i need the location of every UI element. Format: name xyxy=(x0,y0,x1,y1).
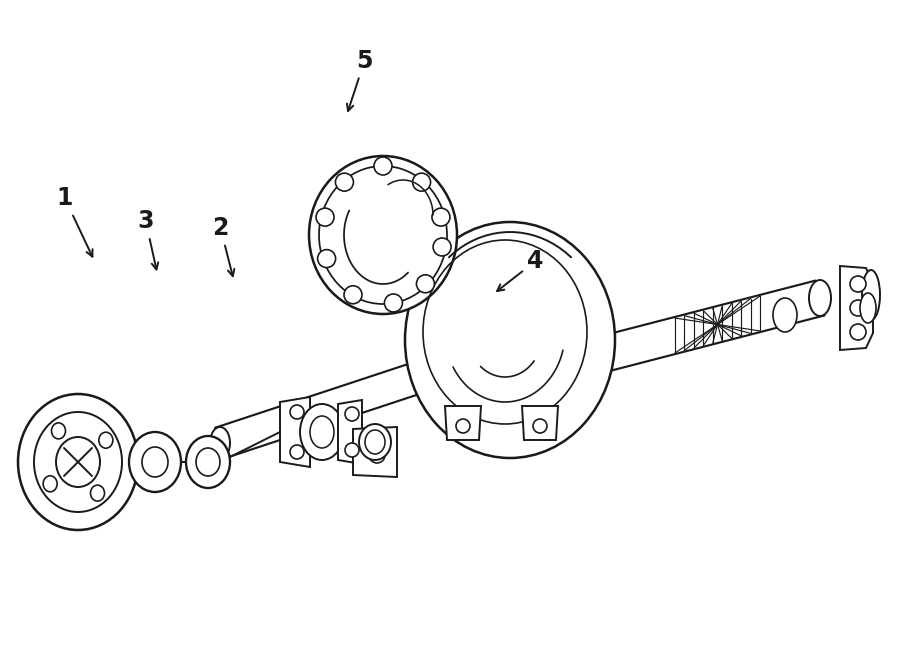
Ellipse shape xyxy=(405,222,615,458)
Ellipse shape xyxy=(210,427,230,459)
Ellipse shape xyxy=(359,424,391,460)
Ellipse shape xyxy=(129,432,181,492)
Text: 5: 5 xyxy=(347,49,373,111)
Circle shape xyxy=(345,407,359,421)
Text: 4: 4 xyxy=(497,249,544,291)
Circle shape xyxy=(384,294,402,312)
Polygon shape xyxy=(522,406,558,440)
Circle shape xyxy=(369,447,385,463)
Ellipse shape xyxy=(809,280,831,316)
Text: 1: 1 xyxy=(57,186,93,256)
Ellipse shape xyxy=(300,404,344,460)
Circle shape xyxy=(412,173,430,191)
Circle shape xyxy=(344,286,362,304)
Ellipse shape xyxy=(186,436,230,488)
Ellipse shape xyxy=(309,156,457,314)
Polygon shape xyxy=(280,397,310,467)
Polygon shape xyxy=(840,266,873,350)
Text: 3: 3 xyxy=(138,210,158,270)
Circle shape xyxy=(433,238,451,256)
Ellipse shape xyxy=(43,476,57,492)
Circle shape xyxy=(290,445,304,459)
Circle shape xyxy=(533,419,547,433)
Ellipse shape xyxy=(862,270,880,320)
Circle shape xyxy=(316,208,334,226)
Polygon shape xyxy=(445,406,481,440)
Circle shape xyxy=(417,275,435,293)
Ellipse shape xyxy=(99,432,112,448)
Circle shape xyxy=(374,157,392,175)
Circle shape xyxy=(456,419,470,433)
Ellipse shape xyxy=(56,437,100,487)
Circle shape xyxy=(850,300,866,316)
Circle shape xyxy=(432,208,450,226)
Circle shape xyxy=(290,405,304,419)
Circle shape xyxy=(345,443,359,457)
Circle shape xyxy=(850,276,866,292)
Ellipse shape xyxy=(18,394,138,530)
Ellipse shape xyxy=(860,293,876,323)
Circle shape xyxy=(850,324,866,340)
Ellipse shape xyxy=(91,485,104,501)
Polygon shape xyxy=(353,427,397,477)
Polygon shape xyxy=(338,400,362,464)
Circle shape xyxy=(318,250,336,268)
Text: 2: 2 xyxy=(212,216,234,276)
Circle shape xyxy=(336,173,354,191)
Ellipse shape xyxy=(51,423,66,439)
Ellipse shape xyxy=(773,298,797,332)
